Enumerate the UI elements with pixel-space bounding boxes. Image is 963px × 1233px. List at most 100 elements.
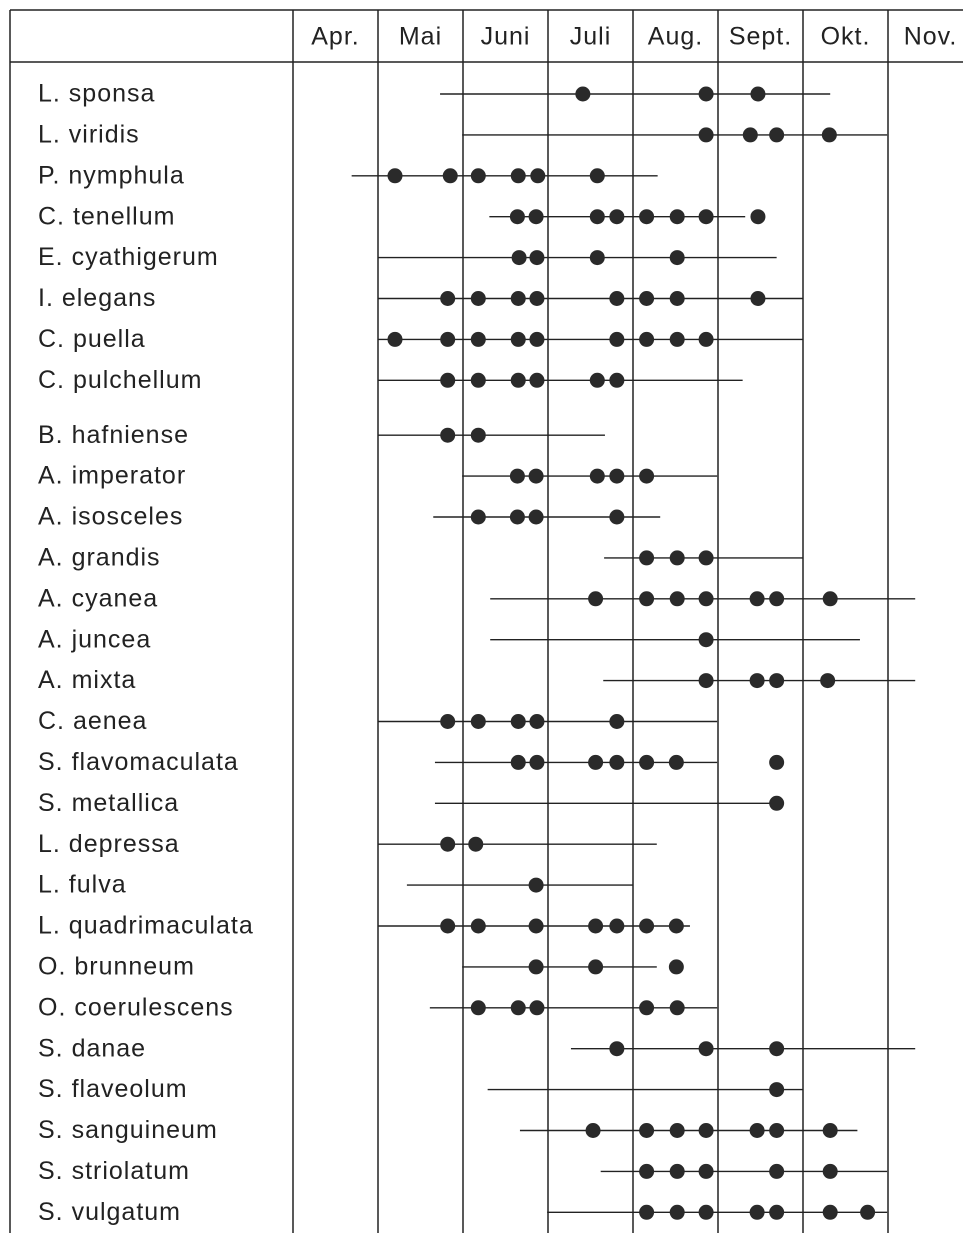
- species-label: S. flavomaculata: [38, 748, 239, 776]
- observation-dot: [669, 550, 685, 566]
- observation-dot: [589, 250, 605, 266]
- observation-dot: [510, 372, 526, 388]
- observation-dot: [470, 1000, 486, 1016]
- observation-dot: [698, 673, 714, 689]
- observation-dot: [510, 331, 526, 347]
- observation-dot: [529, 372, 545, 388]
- observation-dot: [470, 291, 486, 306]
- observation-dot: [769, 591, 785, 607]
- observation-dot: [440, 372, 456, 388]
- observation-dot: [639, 550, 655, 566]
- observation-dot: [470, 331, 486, 347]
- species-label: L. quadrimaculata: [38, 912, 254, 940]
- observation-dot: [510, 714, 526, 729]
- observation-dot: [698, 591, 714, 607]
- observation-dot: [529, 754, 545, 770]
- observation-dot: [509, 468, 525, 484]
- observation-dot: [529, 291, 545, 306]
- observation-dot: [749, 1123, 765, 1138]
- observation-dot: [609, 918, 625, 934]
- observation-dot: [387, 168, 403, 184]
- observation-dot: [575, 86, 591, 102]
- observation-dot: [698, 331, 714, 347]
- species-label: S. metallica: [38, 789, 179, 817]
- observation-dot: [639, 1204, 655, 1220]
- species-label: C. pulchellum: [38, 366, 202, 394]
- observation-dot: [821, 127, 837, 143]
- species-label: E. cyathigerum: [38, 243, 219, 271]
- observation-dot: [529, 331, 545, 347]
- observation-dot: [698, 86, 714, 102]
- observation-dot: [669, 331, 685, 347]
- observation-dot: [668, 754, 684, 770]
- species-label: S. sanguineum: [38, 1116, 218, 1144]
- observation-dot: [669, 1163, 685, 1179]
- observation-dot: [440, 836, 456, 852]
- observation-dot: [609, 209, 625, 225]
- species-label: L. depressa: [38, 830, 180, 858]
- observation-dot: [528, 959, 544, 975]
- observation-dot: [588, 754, 604, 770]
- month-label: Sept.: [729, 23, 792, 51]
- observation-dot: [698, 1123, 714, 1138]
- observation-dot: [528, 877, 544, 893]
- observation-dot: [589, 372, 605, 388]
- observation-dot: [509, 509, 525, 525]
- observation-dot: [769, 1204, 785, 1220]
- species-label: I. elegans: [38, 284, 156, 312]
- observation-dot: [639, 754, 655, 770]
- observation-dot: [769, 795, 785, 811]
- observation-dot: [609, 754, 625, 770]
- species-label: S. danae: [38, 1034, 146, 1062]
- observation-dot: [822, 591, 838, 607]
- observation-dot: [750, 86, 766, 102]
- observation-dot: [822, 1123, 838, 1138]
- month-label: Juli: [570, 23, 612, 51]
- observation-dot: [510, 291, 526, 306]
- observation-dot: [510, 168, 526, 184]
- observation-dot: [639, 331, 655, 347]
- observation-dot: [588, 918, 604, 934]
- observation-dot: [749, 1204, 765, 1220]
- observation-dot: [769, 127, 785, 143]
- observation-dot: [639, 209, 655, 225]
- observation-dot: [387, 331, 403, 347]
- species-label: C. tenellum: [38, 202, 175, 230]
- observation-dot: [609, 468, 625, 484]
- month-label: Nov.: [904, 23, 958, 51]
- observation-dot: [609, 509, 625, 525]
- observation-dot: [698, 1204, 714, 1220]
- observation-dot: [698, 632, 714, 648]
- observation-dot: [639, 468, 655, 484]
- species-label: C. aenea: [38, 707, 147, 735]
- observation-dot: [639, 1000, 655, 1016]
- observation-dot: [639, 291, 655, 306]
- species-label: B. hafniense: [38, 421, 189, 449]
- observation-dot: [669, 1123, 685, 1138]
- observation-dot: [769, 1041, 785, 1057]
- observation-dot: [742, 127, 758, 143]
- species-label: O. coerulescens: [38, 993, 234, 1021]
- observation-dot: [609, 714, 625, 729]
- observation-dot: [510, 1000, 526, 1016]
- species-label: S. striolatum: [38, 1157, 190, 1185]
- species-label: S. flaveolum: [38, 1075, 188, 1103]
- species-label: A. isosceles: [38, 503, 183, 531]
- species-label: A. grandis: [38, 544, 161, 572]
- observation-dot: [528, 209, 544, 225]
- observation-dot: [528, 509, 544, 525]
- observation-dot: [470, 372, 486, 388]
- species-label: C. puella: [38, 325, 146, 353]
- observation-dot: [528, 468, 544, 484]
- observation-dot: [669, 291, 685, 306]
- observation-dot: [639, 591, 655, 607]
- month-label: Mai: [399, 23, 442, 51]
- species-label: A. imperator: [38, 462, 186, 490]
- observation-dot: [769, 754, 785, 770]
- month-label: Juni: [481, 23, 531, 51]
- observation-dot: [669, 1000, 685, 1016]
- observation-dot: [769, 1123, 785, 1138]
- observation-dot: [530, 168, 546, 184]
